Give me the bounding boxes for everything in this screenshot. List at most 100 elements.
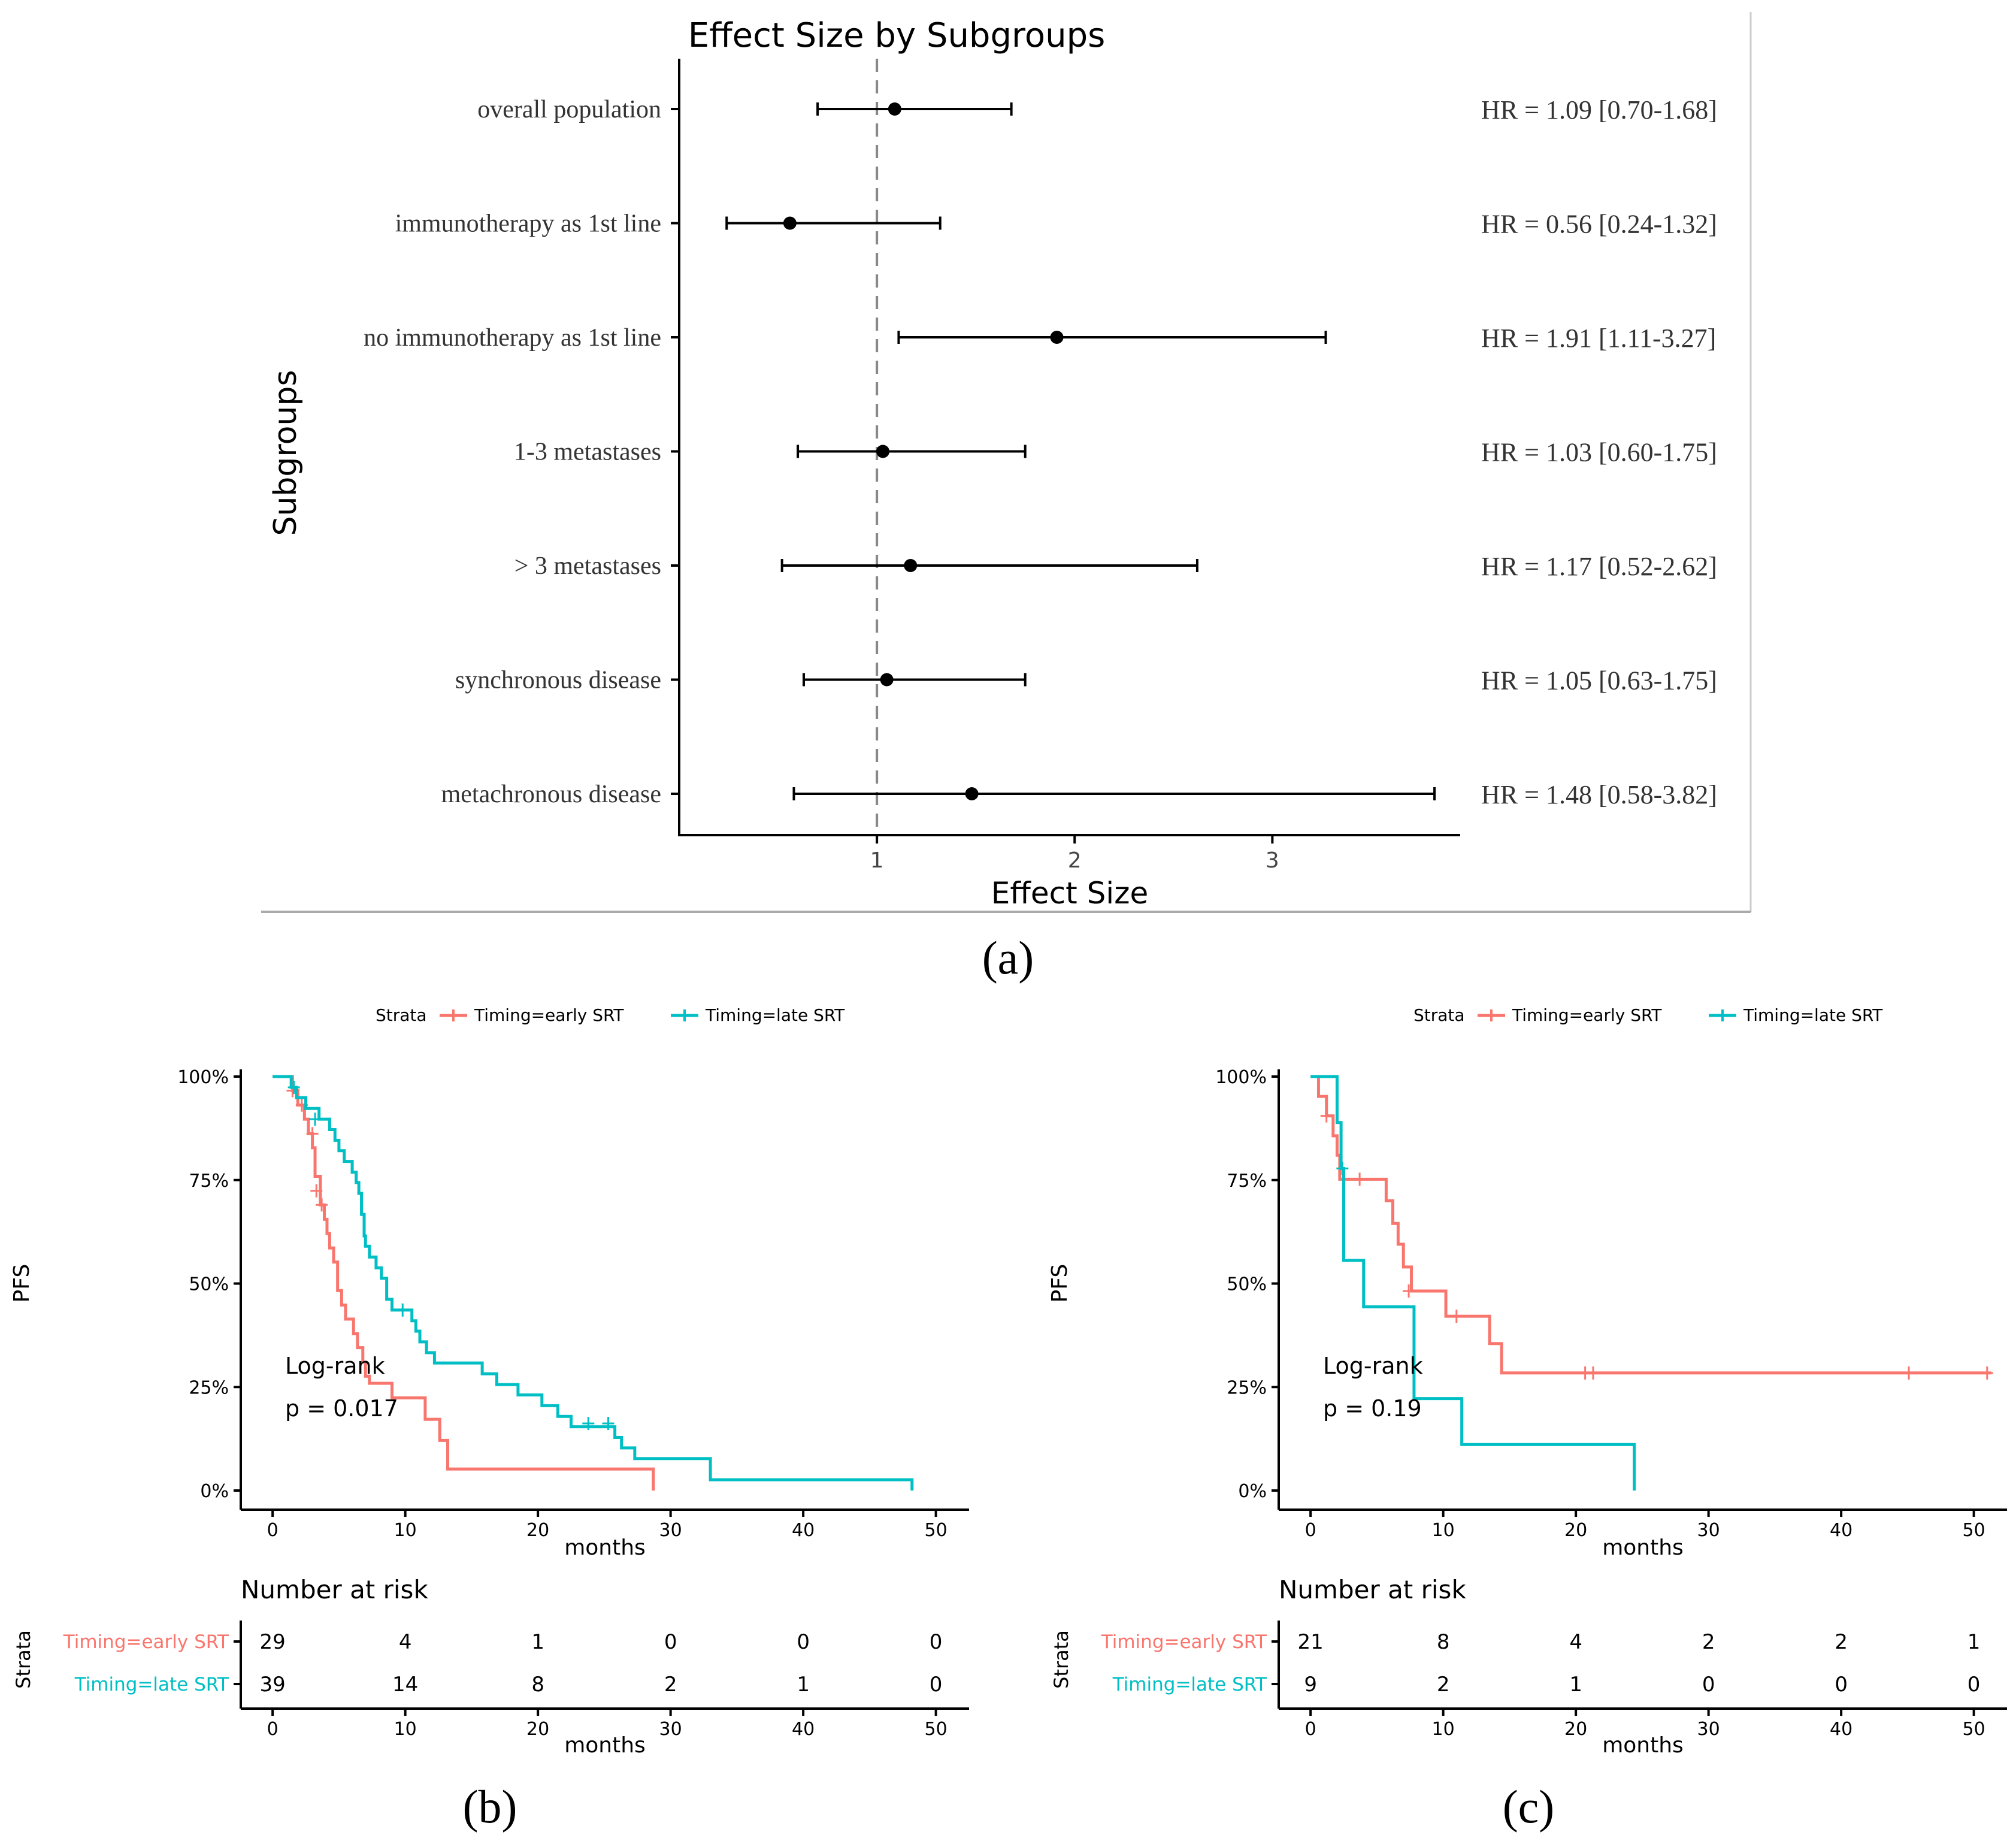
panel-label-a: (a) [982,932,1034,984]
risk-count: 2 [1702,1630,1715,1654]
km-y-tick-label: 100% [177,1067,229,1088]
risk-x-axis-title: months [564,1733,646,1758]
risk-count: 2 [1437,1673,1450,1697]
forest-hr-text: HR = 1.09 [0.70-1.68] [1481,95,1717,125]
km-x-tick-label: 20 [526,1520,549,1541]
forest-point-estimate [888,102,901,116]
km-x-axis-title: months [1602,1535,1684,1560]
risk-row-label: Timing=late SRT [74,1674,229,1695]
km-y-tick-label: 75% [189,1171,229,1192]
forest-row-label: metachronous disease [441,781,661,808]
risk-count: 4 [1569,1630,1582,1654]
forest-row-label: 1-3 metastases [514,439,661,466]
risk-y-axis-title: Strata [1050,1630,1073,1689]
risk-count: 0 [664,1630,677,1654]
km-y-tick-label: 100% [1215,1067,1267,1088]
forest-point-estimate [880,673,894,687]
risk-count: 0 [1967,1673,1981,1697]
forest-x-ticks: 1 2 3 [870,835,1279,873]
legend-title: Strata [376,1005,427,1025]
legend-label: Timing=late SRT [705,1005,845,1025]
km-x-tick-label: 10 [1432,1520,1455,1541]
risk-x-tick-label: 30 [1697,1719,1720,1740]
km-y-tick-label: 50% [189,1274,229,1295]
risk-table-title: Number at risk [241,1575,428,1604]
risk-count: 0 [1835,1673,1848,1697]
risk-count: 4 [399,1630,412,1654]
risk-count: 1 [1967,1630,1981,1654]
risk-count: 1 [797,1673,810,1697]
km-p-value: p = 0.19 [1323,1395,1422,1422]
km-y-axis-title: PFS [10,1264,34,1303]
km-x-tick-label: 40 [792,1520,815,1541]
km-panel-b: Strata Timing=early SRT Timing=late SRT 0% 2… [10,1005,969,1758]
risk-count: 8 [1437,1630,1450,1654]
legend-label: Timing=early SRT [474,1005,624,1025]
risk-row-label: Timing=early SRT [63,1631,229,1653]
forest-row: > 3 metastases HR = 1.17 [0.52-2.62] [514,552,1717,581]
forest-row-label: synchronous disease [455,667,661,694]
risk-x-tick-label: 20 [526,1719,549,1740]
km-curve [273,1075,655,1491]
risk-count: 14 [392,1673,418,1697]
risk-count: 0 [930,1673,943,1697]
forest-row-label: immunotherapy as 1st line [395,210,661,238]
km-curve [273,1075,914,1491]
km-p-value: p = 0.017 [285,1395,398,1422]
km-x-tick-label: 30 [659,1520,682,1541]
forest-x-tick-label: 1 [870,848,884,873]
forest-row: immunotherapy as 1st line HR = 0.56 [0.24… [395,210,1717,239]
risk-count: 0 [930,1630,943,1654]
km-y-tick-label: 0% [200,1481,229,1502]
risk-x-tick-label: 10 [394,1719,417,1740]
risk-x-tick-label: 30 [659,1719,682,1740]
risk-x-tick-label: 50 [1963,1719,1985,1740]
forest-x-tick-label: 2 [1068,848,1082,873]
risk-count: 2 [664,1673,677,1697]
km-y-tick-label: 50% [1227,1274,1267,1295]
risk-x-tick-label: 40 [1830,1719,1852,1740]
forest-row: no immunotherapy as 1st line HR = 1.91 [1… [364,324,1716,353]
forest-point-estimate [965,787,979,800]
risk-x-tick-label: 50 [925,1719,948,1740]
panel-label-c: (c) [1503,1780,1555,1833]
risk-count: 29 [260,1630,286,1654]
risk-count: 9 [1304,1673,1317,1697]
forest-point-estimate [876,445,890,458]
forest-xlabel: Effect Size [991,876,1148,911]
risk-count: 1 [1569,1673,1582,1697]
panel-label-b: (b) [463,1780,517,1833]
km-y-tick-label: 25% [189,1377,229,1398]
forest-hr-text: HR = 1.03 [0.60-1.75] [1481,438,1717,467]
forest-rows: overall population HR = 1.09 [0.70-1.68] i… [364,95,1717,809]
legend-title: Strata [1413,1005,1465,1025]
km-x-axis-title: months [564,1535,646,1560]
km-x-tick-label: 20 [1564,1520,1587,1541]
km-x-tick-label: 50 [1963,1520,1985,1541]
forest-hr-text: HR = 1.91 [1.11-3.27] [1481,324,1716,353]
risk-x-tick-label: 0 [1305,1719,1316,1740]
forest-row-label: > 3 metastases [514,552,661,580]
forest-hr-text: HR = 1.48 [0.58-3.82] [1481,780,1717,809]
forest-point-estimate [904,559,918,572]
risk-count: 0 [797,1630,810,1654]
forest-point-estimate [1050,331,1064,344]
km-y-tick-label: 0% [1238,1481,1267,1502]
km-x-tick-label: 50 [925,1520,948,1541]
km-curve [1310,1075,1636,1491]
legend-entry: Timing=late SRT [1709,1005,1883,1025]
forest-x-tick-label: 3 [1266,848,1279,873]
km-panel-c: Strata Timing=early SRT Timing=late SRT 0% 2… [1048,1005,2007,1758]
km-x-tick-label: 30 [1697,1520,1720,1541]
risk-count: 21 [1298,1630,1324,1654]
km-x-tick-label: 0 [267,1520,279,1541]
risk-row-label: Timing=early SRT [1101,1631,1267,1653]
km-logrank-label: Log-rank [285,1353,385,1379]
forest-title: Effect Size by Subgroups [688,16,1106,55]
risk-x-tick-label: 20 [1564,1719,1587,1740]
legend-label: Timing=late SRT [1743,1005,1883,1025]
km-x-tick-label: 40 [1830,1520,1852,1541]
risk-x-tick-label: 0 [267,1719,279,1740]
forest-row: synchronous disease HR = 1.05 [0.63-1.75] [455,666,1717,696]
